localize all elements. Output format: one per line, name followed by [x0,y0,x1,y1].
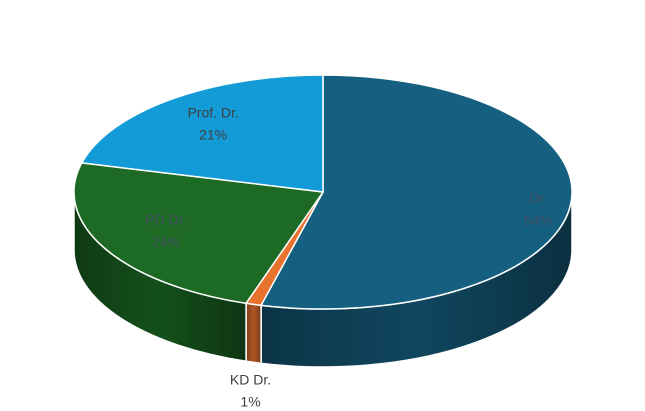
slice-name-label: KD Dr. [230,371,271,387]
pie-tops [73,74,573,310]
slice-name-label: PD Dr. [145,212,186,228]
pie-labels: Dr. 54% KD Dr. 1% PD Dr. 24% Prof. Dr. 21% [145,104,552,409]
slice-side-kd-dr [245,302,262,365]
slice-name-label: Dr. [529,190,547,206]
slice-dr [260,74,573,310]
slice-percent-label: 21% [199,126,227,142]
slice-name-label: Prof. Dr. [187,104,238,120]
slice-percent-label: 54% [524,212,552,228]
slice-pd-dr [73,162,324,305]
slice-percent-label: 24% [152,234,180,250]
slice-prof-dr [81,74,324,193]
slice-percent-label: 1% [240,393,260,409]
